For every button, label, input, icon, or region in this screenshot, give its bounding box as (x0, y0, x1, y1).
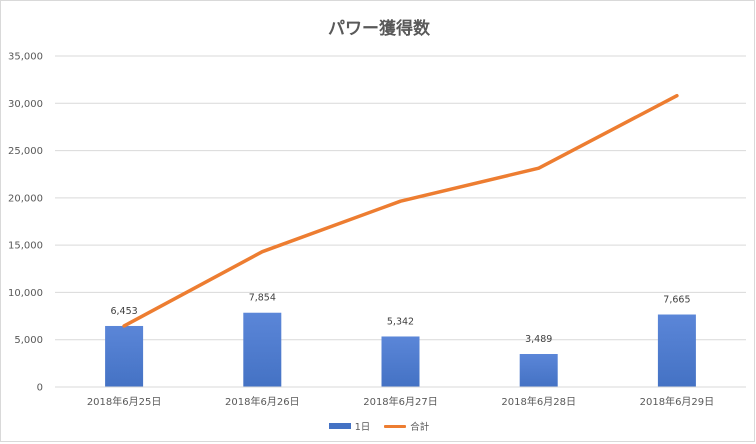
y-tick-label: 30,000 (8, 99, 43, 110)
legend-swatch-bar (328, 423, 351, 429)
legend-label-total: 合計 (410, 422, 430, 433)
y-tick-label: 20,000 (8, 193, 43, 204)
chart-title: パワー獲得数 (328, 19, 430, 39)
y-tick-label: 5,000 (14, 335, 43, 346)
data-label: 3,489 (525, 334, 552, 345)
x-tick-label: 2018年6月25日 (87, 395, 162, 408)
data-label: 5,342 (387, 316, 414, 327)
legend-swatch-line (384, 424, 407, 428)
legend-item-daily: 1日 (328, 419, 371, 433)
bar-daily (105, 325, 144, 387)
y-tick-label: 15,000 (8, 241, 43, 252)
data-label: 7,665 (663, 295, 690, 306)
y-tick-label: 25,000 (8, 146, 43, 157)
y-tick-label: 0 (37, 383, 43, 394)
bar-daily (381, 336, 420, 387)
bar-daily (243, 312, 282, 387)
line-total (122, 93, 679, 328)
bar-daily (519, 354, 558, 387)
chart-legend: 1日 合計 (1, 419, 756, 433)
x-tick-label: 2018年6月26日 (225, 395, 300, 408)
data-label: 6,453 (110, 306, 137, 317)
bar-daily (657, 314, 696, 387)
x-tick-label: 2018年6月27日 (363, 395, 438, 408)
y-tick-label: 10,000 (8, 288, 43, 299)
x-tick-label: 2018年6月28日 (501, 395, 576, 408)
x-tick-label: 2018年6月29日 (640, 395, 715, 408)
legend-item-total: 合計 (384, 419, 429, 433)
y-tick-label: 35,000 (8, 52, 43, 63)
legend-label-daily: 1日 (354, 422, 371, 433)
data-label: 7,854 (249, 293, 276, 304)
